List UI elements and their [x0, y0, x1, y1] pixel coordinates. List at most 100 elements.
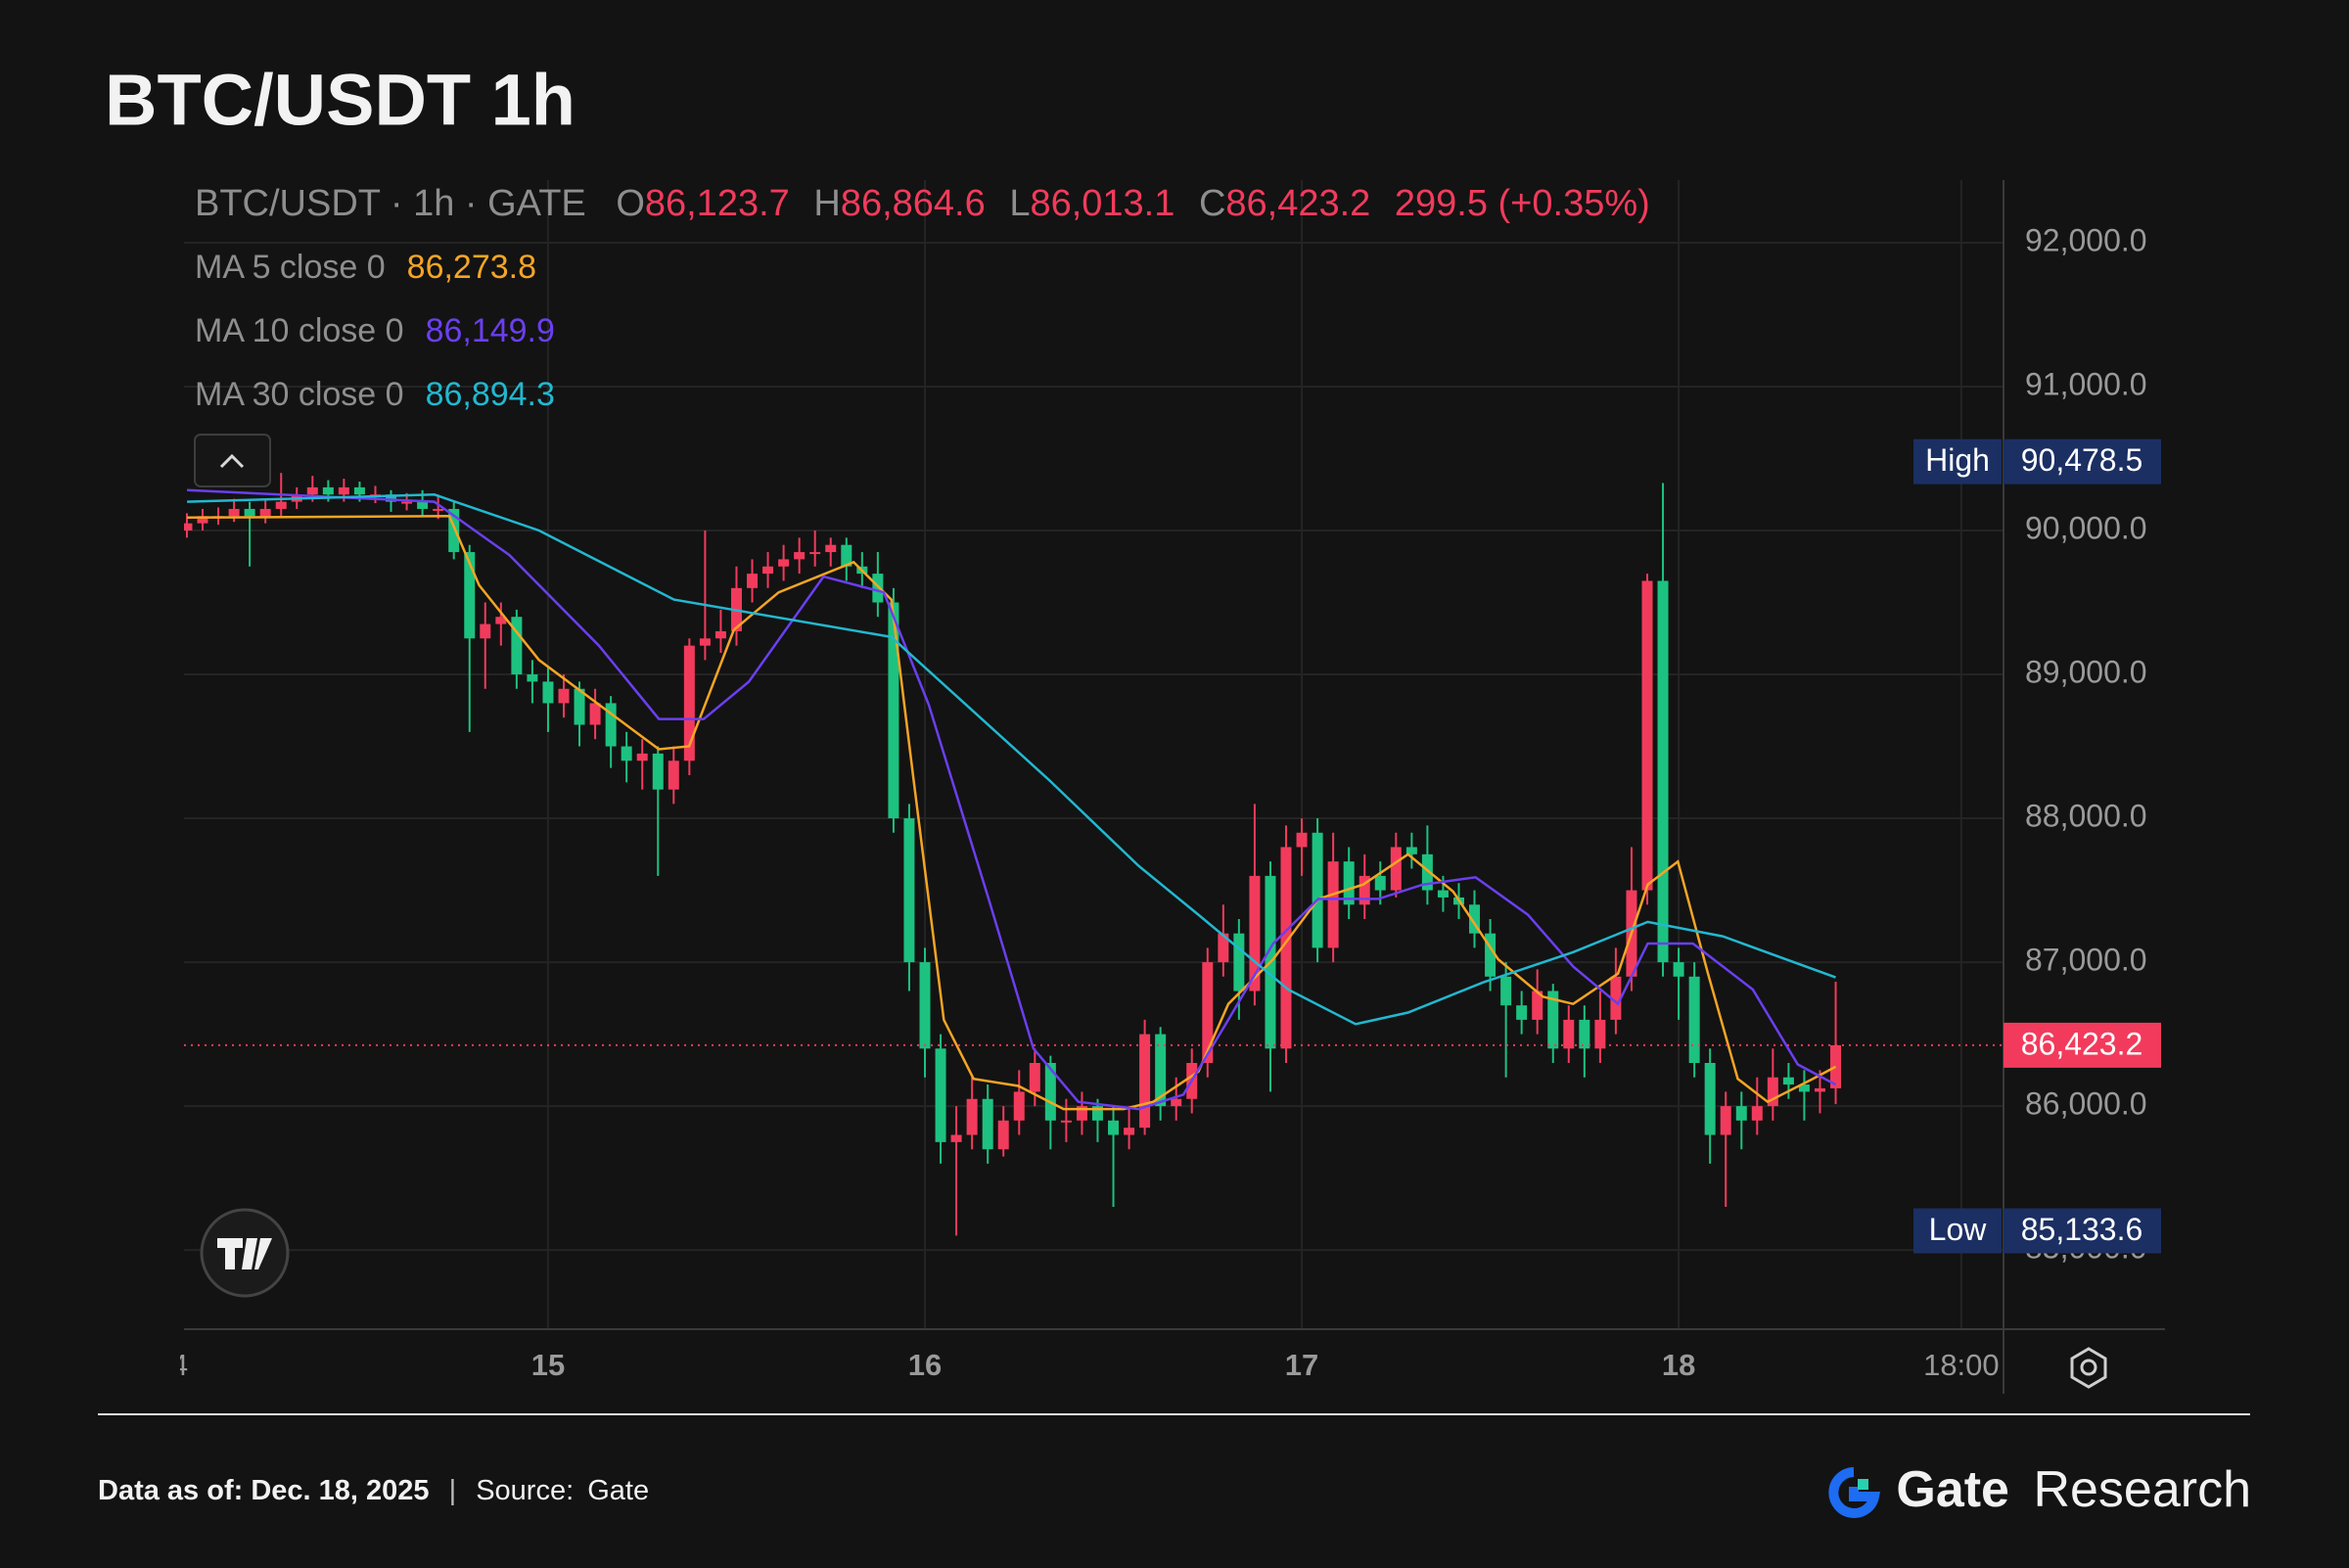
candle-body [966, 1098, 978, 1135]
candle-body [1798, 1084, 1810, 1092]
change: 299.5 (+0.35%) [1395, 183, 1650, 224]
symbol: BTC/USDT · 1h · GATE [195, 183, 586, 224]
candle-body [1547, 991, 1559, 1049]
candle-body [636, 753, 648, 761]
ma-legend: MA 5 close 0 86,273.8 MA 10 close 0 86,149.… [195, 249, 555, 413]
chart-title: BTC/USDT 1h [105, 60, 576, 141]
candle-body [997, 1120, 1009, 1150]
ohlc-value: 86,423.2 [1225, 183, 1370, 224]
candle-body [259, 508, 271, 517]
ma-name: MA 5 close 0 [195, 249, 386, 286]
ma-name: MA 30 close 0 [195, 376, 404, 413]
ohlc-value: 86,123.7 [645, 183, 790, 224]
y-tick-label: 90,000.0 [2025, 510, 2147, 545]
candle-body [652, 753, 664, 790]
candle-body [1421, 853, 1433, 891]
collapse-icon [219, 453, 245, 469]
candle-body [1249, 875, 1261, 992]
candle-body [433, 508, 444, 511]
candle-body [714, 630, 726, 639]
candle-body [1594, 1019, 1606, 1049]
candle-body [1171, 1098, 1182, 1107]
candle-body [935, 1048, 946, 1142]
candle-body [747, 574, 759, 588]
candle-body [275, 501, 287, 509]
annotation-key: Low [1929, 1212, 1988, 1247]
candle-body [589, 703, 601, 725]
brand-icon-dot [1858, 1479, 1868, 1490]
annotation-key: High [1925, 442, 1990, 478]
settings-icon[interactable] [2070, 1347, 2107, 1389]
candle-body [1296, 832, 1308, 848]
y-tick-label: 91,000.0 [2025, 366, 2147, 401]
ohlc-key: H [813, 183, 840, 224]
candle-body [1108, 1120, 1120, 1135]
candle-body [668, 761, 679, 790]
candle-body [1076, 1106, 1087, 1121]
ma-value: 86,894.3 [426, 376, 555, 413]
annotation-key-box [1913, 1208, 2002, 1254]
ohlc-key: C [1199, 183, 1225, 224]
candle-body [1688, 976, 1700, 1064]
x-tick-label: 18:00 [1923, 1348, 2000, 1382]
candle-body [683, 645, 695, 761]
tv-logo [217, 1238, 272, 1269]
collapse-button[interactable] [194, 434, 271, 487]
candle-body [197, 516, 208, 524]
price-label: 86,423.2 [2021, 1026, 2143, 1061]
ma-legend-item: MA 10 close 0 86,149.9 [195, 312, 555, 349]
annotation-key-box [1913, 438, 2002, 484]
y-tick-label: 88,000.0 [2025, 799, 2147, 834]
candle-body [1532, 991, 1543, 1020]
candle-body [872, 574, 884, 603]
gear-center [2080, 1359, 2097, 1376]
candle-body [1751, 1106, 1763, 1121]
candle-body [1044, 1063, 1056, 1121]
candle-body [1013, 1091, 1025, 1121]
candle-body [1516, 1005, 1528, 1020]
candle-body [982, 1098, 993, 1150]
candle-body [495, 617, 507, 624]
grid: 85,000.086,000.087,000.088,000.089,000.0… [184, 180, 2147, 1329]
candle-body [184, 523, 193, 531]
candle-body [306, 486, 318, 495]
candle-body [1091, 1106, 1103, 1121]
candle-body [1830, 1044, 1842, 1088]
overlay: 86,423.2 High 90,478.5 Low 85,133.6 [184, 438, 2161, 1254]
candle-body [448, 508, 460, 553]
ohlc-key: L [1009, 183, 1030, 224]
candle-body [1610, 976, 1622, 1020]
candle-body [542, 681, 554, 704]
price-label-box [2004, 1022, 2161, 1068]
ma-value: 86,273.8 [407, 249, 536, 286]
candle-body [794, 552, 806, 560]
brand-suffix: Research [2033, 1461, 2251, 1518]
candle-body [1579, 1019, 1590, 1049]
candle-body [841, 544, 852, 567]
candle-body [1343, 861, 1355, 905]
annotation-value: 90,478.5 [2021, 442, 2143, 478]
x-tick-label: 14 [155, 1348, 188, 1382]
x-axis-labels: 14 15 16 17 18 18:00 [155, 1348, 2000, 1382]
gear-outline [2070, 1347, 2107, 1389]
ma-value: 86,149.9 [426, 312, 555, 349]
candle-body [1312, 832, 1323, 948]
candle-body [244, 508, 255, 517]
candle-body [1767, 1077, 1778, 1107]
brand: Gate Research [1896, 1461, 2251, 1518]
candle-body [386, 494, 397, 502]
candle-body [1280, 847, 1292, 1049]
candle-body [1485, 933, 1497, 977]
ma-line [187, 488, 1837, 1111]
candle-body [1782, 1077, 1794, 1085]
y-tick-label: 86,000.0 [2025, 1086, 2147, 1122]
candle-body [1202, 962, 1214, 1064]
ohlc-value: 86,013.1 [1030, 183, 1174, 224]
candle-body [1704, 1063, 1716, 1135]
candle-body [1469, 904, 1481, 934]
candle-body [1374, 875, 1386, 891]
candle-body [558, 688, 570, 704]
candle-body [338, 486, 349, 495]
